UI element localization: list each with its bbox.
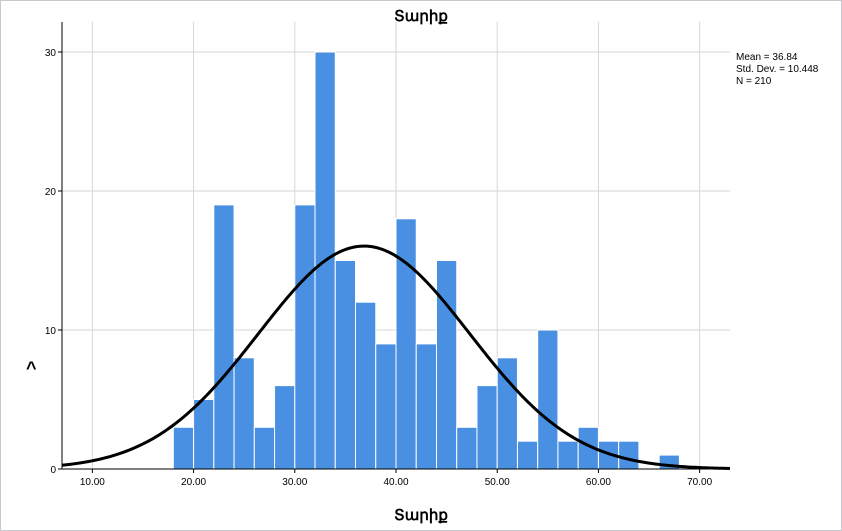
x-tick-label: 70.00 <box>687 477 712 488</box>
x-tick-label: 60.00 <box>586 477 611 488</box>
histogram-bar <box>618 440 640 470</box>
histogram-bar <box>213 204 235 470</box>
histogram-bar <box>415 343 437 470</box>
histogram-bar <box>294 204 316 470</box>
histogram-bar <box>456 426 478 470</box>
histogram-bar <box>375 343 397 470</box>
y-tick-label: 30 <box>45 48 57 59</box>
stats-box: Mean = 36.84 Std. Dev. = 10.448 N = 210 <box>736 52 818 88</box>
histogram-bar <box>334 260 357 470</box>
normal-curve-layer <box>61 244 731 470</box>
histogram-bar <box>274 385 296 470</box>
histogram-bar <box>435 260 458 470</box>
x-tick-label: 20.00 <box>181 477 206 488</box>
y-tick-label: 10 <box>45 326 57 337</box>
stats-n: N = 210 <box>736 76 772 87</box>
histogram-bar <box>476 385 498 470</box>
histogram-bar <box>193 399 215 470</box>
histogram-bars <box>172 51 680 470</box>
stats-mean: Mean = 36.84 <box>736 52 798 63</box>
tick-labels: 10.00 20.00 30.00 40.00 50.00 60.00 70.00 0 10 20… <box>45 48 713 488</box>
x-tick-label: 40.00 <box>383 477 408 488</box>
x-axis-label: Տարիք <box>394 507 448 524</box>
grid-lines <box>62 22 730 469</box>
histogram-bar <box>355 301 377 470</box>
histogram-bar <box>233 357 255 470</box>
chart-title: Տարիք <box>394 8 448 25</box>
x-tick-label: 50.00 <box>485 477 510 488</box>
y-tick-label: 0 <box>50 465 56 476</box>
y-tick-label: 20 <box>45 187 57 198</box>
x-tick-label: 30.00 <box>282 477 307 488</box>
histogram-bar <box>516 440 539 470</box>
y-axis-label: ^ <box>26 358 37 378</box>
histogram-bar <box>253 426 276 470</box>
histogram-bar <box>537 329 559 470</box>
histogram-bar <box>172 426 195 470</box>
histogram-bar <box>496 357 518 470</box>
stats-std-dev: Std. Dev. = 10.448 <box>736 64 819 75</box>
histogram-bar <box>557 440 579 470</box>
x-tick-label: 10.00 <box>80 477 105 488</box>
normal-curve <box>61 244 731 470</box>
